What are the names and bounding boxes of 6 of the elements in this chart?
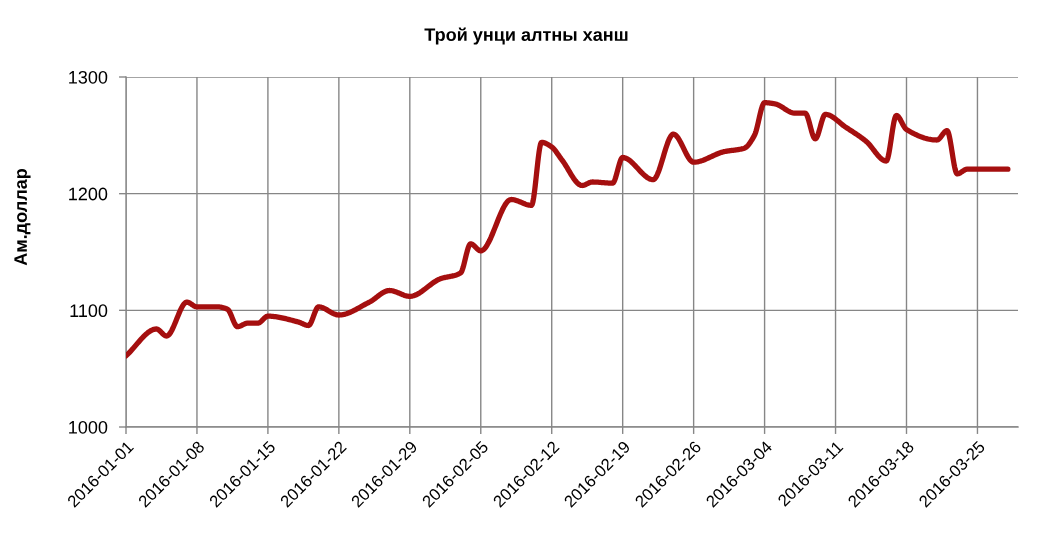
chart-title: Трой унци алтны ханш: [424, 27, 628, 45]
y-tick-label: 1000: [69, 420, 108, 434]
y-axis-title: Ам.доллар: [14, 169, 31, 266]
y-tick-label: 1200: [69, 187, 108, 201]
y-tick-label: 1300: [69, 70, 108, 84]
y-tick-label: 1100: [70, 304, 108, 318]
